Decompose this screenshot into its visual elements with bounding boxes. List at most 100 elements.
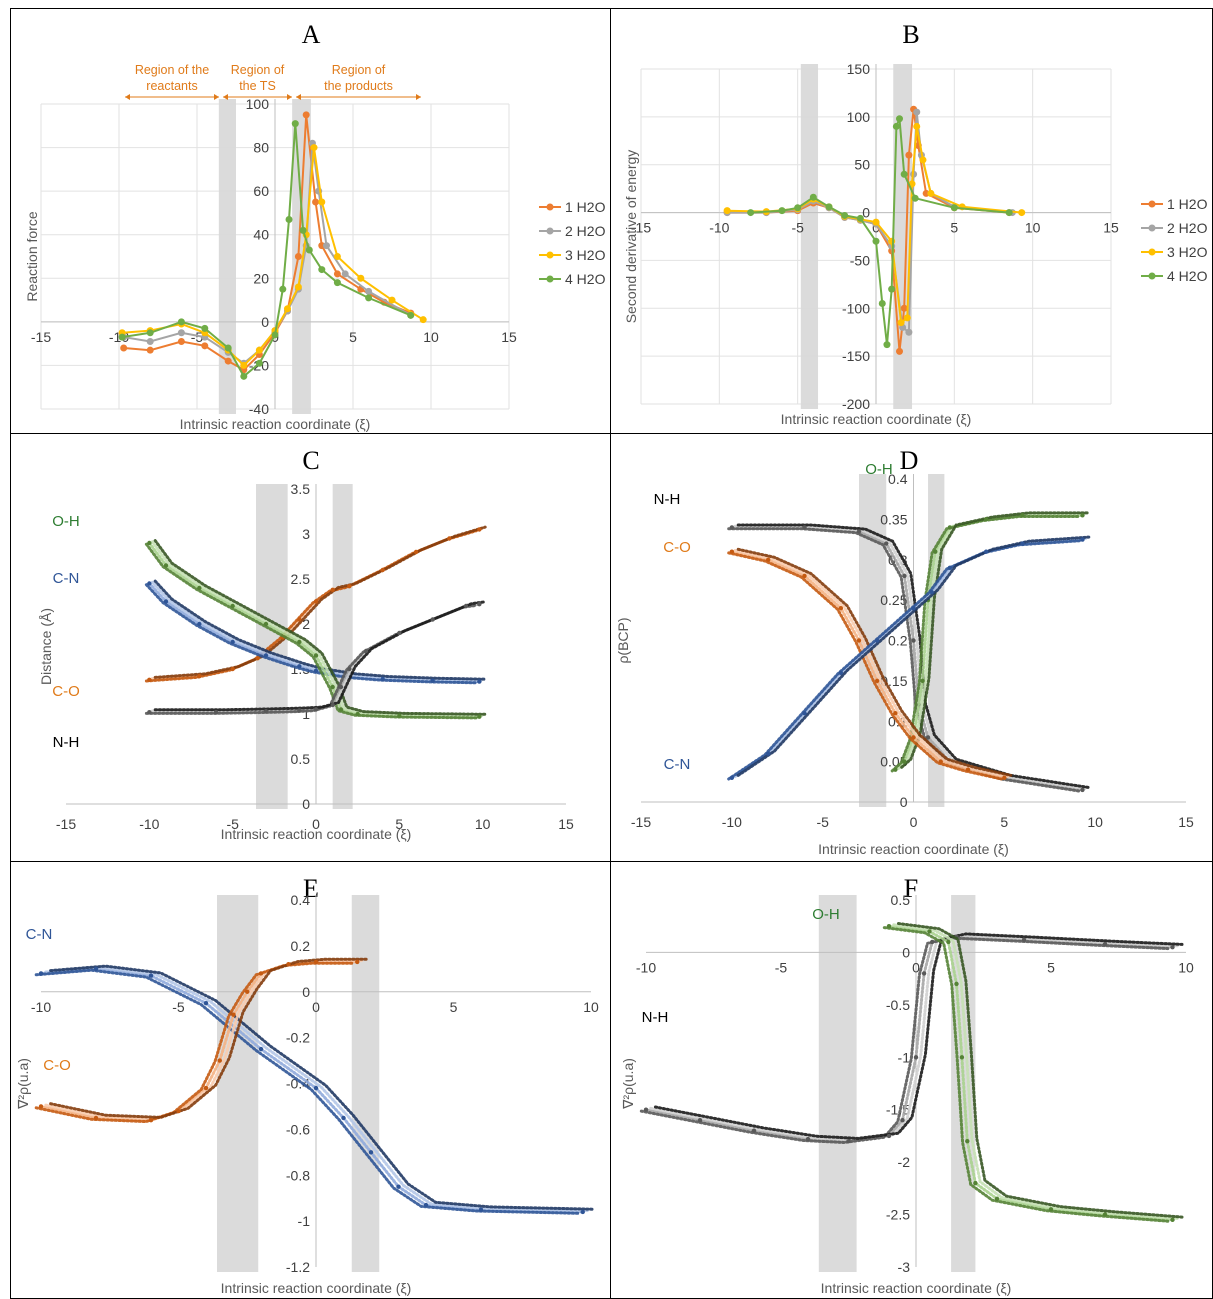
data-point [1080, 537, 1085, 542]
data-point [856, 529, 862, 534]
data-point [913, 1055, 919, 1060]
x-tick-label: 15 [1103, 220, 1119, 236]
data-point [477, 602, 482, 607]
data-point [919, 156, 927, 164]
shaded-band-2 [351, 895, 380, 1272]
panel-letter: B [902, 20, 919, 49]
y-tick-label: -100 [842, 300, 870, 316]
legend-marker [546, 203, 554, 211]
data-point [419, 316, 427, 324]
panel-letter: D [900, 446, 919, 475]
series-dots-c-n [49, 964, 594, 1211]
data-point [147, 677, 152, 682]
data-point [258, 1046, 264, 1052]
data-point [313, 668, 319, 673]
x-tick-label: -5 [226, 816, 239, 832]
data-point [920, 678, 925, 684]
data-point [747, 209, 755, 217]
y-tick-label: -2 [898, 1154, 911, 1170]
region-label-line1: Region of the [135, 63, 209, 77]
data-point [263, 709, 269, 714]
bond-label-c-n: C-N [26, 926, 53, 943]
data-point [255, 656, 260, 661]
y-tick-label: 0 [902, 944, 910, 960]
y-tick-label: 150 [847, 61, 871, 77]
bond-label-n-h: N-H [654, 491, 681, 508]
y-tick-label: -200 [842, 396, 870, 412]
data-point [983, 517, 989, 522]
data-point [794, 204, 802, 212]
data-point [954, 981, 959, 987]
data-point [120, 344, 128, 352]
data-point [905, 328, 913, 336]
bond-label-c-o: C-O [663, 539, 691, 556]
y-tick-label: 100 [246, 96, 270, 112]
y-tick-label: -0.6 [286, 1121, 310, 1137]
x-tick-label: -10 [709, 220, 729, 236]
data-point [355, 959, 360, 965]
region-label-line1: Region of [332, 63, 386, 77]
data-point [805, 1136, 811, 1142]
region-arrowhead-left [223, 94, 228, 100]
x-tick-label: -10 [139, 816, 159, 832]
data-point [312, 198, 320, 206]
panel-d: D -15 -10 -5 0 5 10 15 0 0.05 0.1 0.15 0.2 0.25 0.3 0.3… [610, 433, 1213, 862]
data-point [729, 549, 735, 554]
shaded-band-2 [332, 484, 353, 809]
data-point [929, 589, 934, 595]
series-dots-o-h [147, 541, 481, 719]
legend-marker [1148, 272, 1156, 280]
data-point [927, 929, 932, 934]
region-arrowhead-right [416, 94, 421, 100]
legend-label: 1 H2O [565, 199, 606, 215]
series-dots-c-n [736, 535, 1091, 777]
bond-label-n-h: N-H [53, 734, 80, 751]
series-dots-n-h [649, 933, 1179, 1142]
chart-a: A-15-10-5051015-40-20020406080100Intrins… [24, 20, 606, 432]
panel-e: E -10 -5 0 5 10 -1.2 -1 -0.8 -0.6 -0.4 -0.2 0 0.2 0.4 I… [10, 861, 611, 1299]
data-point [146, 346, 154, 354]
data-point [903, 314, 911, 322]
data-point [897, 319, 905, 327]
data-point [93, 1115, 99, 1121]
data-point [825, 203, 833, 211]
data-point [147, 581, 152, 586]
data-point [294, 253, 302, 260]
series-line-2 [123, 143, 412, 365]
x-tick-label: 5 [395, 816, 403, 832]
series-dots-c-o [733, 549, 1009, 779]
x-axis-label: Intrinsic reaction coordinate (ξ) [221, 1280, 412, 1296]
data-point [1048, 1207, 1054, 1212]
data-point [1102, 1212, 1108, 1217]
data-point [285, 215, 293, 223]
chart-f: F-10 -5 0 5 10-3-2.5-2-1.5-1-0.500.5Intrinsi… [620, 874, 1194, 1296]
x-axis-label: Intrinsic reaction coordinate (ξ) [781, 411, 972, 427]
y-tick-label: 0 [302, 984, 310, 1000]
data-point [765, 751, 771, 756]
data-point [283, 305, 291, 313]
chart-c: C-15 -10 -5 0 5 10 1500.511.522.533.5Intrinsic… [38, 446, 574, 842]
data-point [313, 653, 319, 658]
data-point [477, 714, 482, 719]
data-point [147, 540, 152, 546]
y-tick-label: -2.5 [886, 1207, 910, 1223]
series-dots-o-h [900, 511, 1091, 769]
series-dots-c-n [153, 579, 487, 681]
series-dots-n-h [153, 600, 487, 712]
x-axis-label: Intrinsic reaction coordinate (ξ) [180, 416, 371, 432]
series-dots-o-h [144, 542, 478, 720]
x-tick-label: -5 [172, 999, 185, 1015]
x-tick-label: 5 [450, 999, 458, 1015]
data-point [1102, 941, 1108, 947]
data-point [846, 1138, 851, 1144]
data-point [338, 684, 344, 690]
data-point [197, 674, 202, 679]
data-point [930, 939, 935, 945]
series-dots-n-h [644, 935, 1174, 1143]
series-dots-n-h [639, 936, 1170, 1145]
legend-label: 4 H2O [1167, 268, 1208, 284]
data-point [423, 1202, 429, 1208]
x-tick-label: 0 [312, 816, 320, 832]
region-label-line1: Region of [231, 63, 285, 77]
data-point [313, 1085, 319, 1091]
